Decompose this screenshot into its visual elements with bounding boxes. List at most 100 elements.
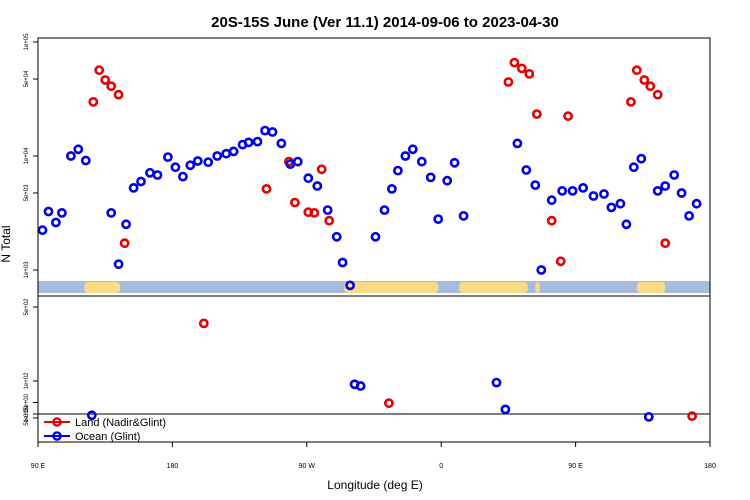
ocean-point — [392, 165, 403, 176]
ocean-point — [267, 127, 278, 137]
ocean-point — [546, 195, 557, 206]
ocean-point — [442, 175, 453, 186]
land-point — [660, 238, 671, 249]
ocean-point — [228, 146, 239, 157]
ocean-point — [615, 198, 626, 209]
ocean-point — [162, 152, 173, 162]
ocean-point — [80, 155, 91, 166]
land-strip — [344, 282, 439, 293]
ocean-point — [500, 404, 511, 415]
ocean-point — [691, 198, 702, 209]
x-tick-label: 180 — [704, 463, 716, 470]
x-tick-label: 90 E — [568, 463, 583, 470]
land-point — [100, 75, 111, 85]
ocean-point — [676, 188, 687, 198]
land-strip — [636, 282, 666, 293]
ocean-point — [106, 207, 117, 218]
ocean-point — [491, 377, 502, 388]
ocean-point — [578, 182, 588, 193]
land-point — [639, 75, 650, 85]
ocean-point — [177, 171, 188, 182]
y-axis-label: N Total — [0, 225, 13, 262]
land-point — [261, 183, 272, 194]
land-point — [106, 81, 117, 92]
land-point — [531, 109, 542, 119]
ocean-point — [260, 125, 270, 136]
plot-frame — [37, 37, 711, 443]
ocean-point — [557, 185, 568, 196]
ocean-point — [355, 381, 366, 391]
ocean-point — [243, 137, 254, 148]
ocean-point — [212, 151, 223, 161]
ocean-point — [128, 182, 139, 193]
ocean-point — [185, 160, 196, 171]
ocean-point — [37, 225, 48, 236]
land-point — [563, 111, 573, 122]
ocean-point — [660, 181, 671, 191]
ocean-point — [621, 219, 632, 230]
y-tick-label: 1e+05 — [24, 33, 30, 51]
ocean-point — [57, 207, 67, 218]
ocean-point — [121, 219, 131, 230]
ocean-point — [643, 411, 654, 422]
ocean-point — [669, 170, 680, 180]
ocean-point — [599, 189, 609, 199]
land-point — [309, 207, 320, 218]
ocean-point — [652, 185, 663, 196]
ocean-point — [276, 138, 287, 149]
ocean-point — [322, 205, 333, 215]
ocean-point — [400, 151, 411, 161]
ocean-point — [136, 176, 146, 187]
legend-land-marker — [52, 417, 62, 427]
legend: Land (Nadir&Glint) Ocean (Glint) — [44, 417, 166, 443]
y-tick-label: 1e+03 — [24, 261, 30, 279]
ocean-point — [407, 144, 418, 155]
land-point — [516, 63, 527, 74]
y-tick-label: 5e-01 — [24, 410, 30, 426]
land-point — [503, 77, 514, 87]
ocean-point — [66, 151, 76, 161]
x-axis-label: Longitude (deg E) — [327, 478, 422, 492]
ocean-point — [536, 265, 547, 275]
land-point — [509, 57, 520, 68]
ocean-point — [203, 157, 214, 168]
ocean-point — [425, 172, 436, 183]
plot-area — [37, 57, 710, 422]
land-point — [555, 256, 566, 267]
land-strip — [535, 282, 540, 293]
ocean-point — [337, 257, 348, 268]
land-point — [626, 97, 636, 107]
ocean-point — [152, 170, 163, 180]
ocean-point — [192, 156, 203, 166]
ocean-point — [386, 183, 397, 194]
ocean-point — [43, 206, 54, 217]
x-tick-label: 90 W — [299, 463, 316, 470]
y-tick-label: 1e+04 — [24, 147, 30, 165]
y-tick-label: 1e+00 — [24, 405, 30, 423]
land-point — [94, 65, 105, 76]
ocean-point — [312, 181, 323, 191]
x-tick-label: 90 E — [31, 463, 46, 470]
ocean-point — [370, 231, 381, 242]
ocean-point — [86, 410, 97, 421]
x-tick-label: 180 — [167, 463, 179, 470]
x-axis: 90 E 180 90 W 0 90 E 180 — [31, 442, 716, 470]
legend-ocean-marker — [52, 431, 62, 441]
ocean-point — [567, 185, 578, 196]
ocean-point — [170, 162, 181, 173]
ocean-point — [458, 210, 469, 221]
land-point — [631, 65, 642, 76]
land-strip — [459, 282, 528, 293]
ocean-point — [684, 210, 694, 221]
legend-land-label: Land (Nadir&Glint) — [75, 417, 166, 429]
chart-title: 20S-15S June (Ver 11.1) 2014-09-06 to 20… — [211, 14, 559, 31]
ocean-point — [51, 217, 61, 228]
land-point — [546, 215, 557, 226]
land-point — [289, 197, 300, 208]
ocean-point — [512, 138, 523, 149]
ocean-point — [113, 259, 124, 270]
land-point — [652, 89, 663, 100]
y-tick-label: 1e+02 — [24, 372, 30, 390]
